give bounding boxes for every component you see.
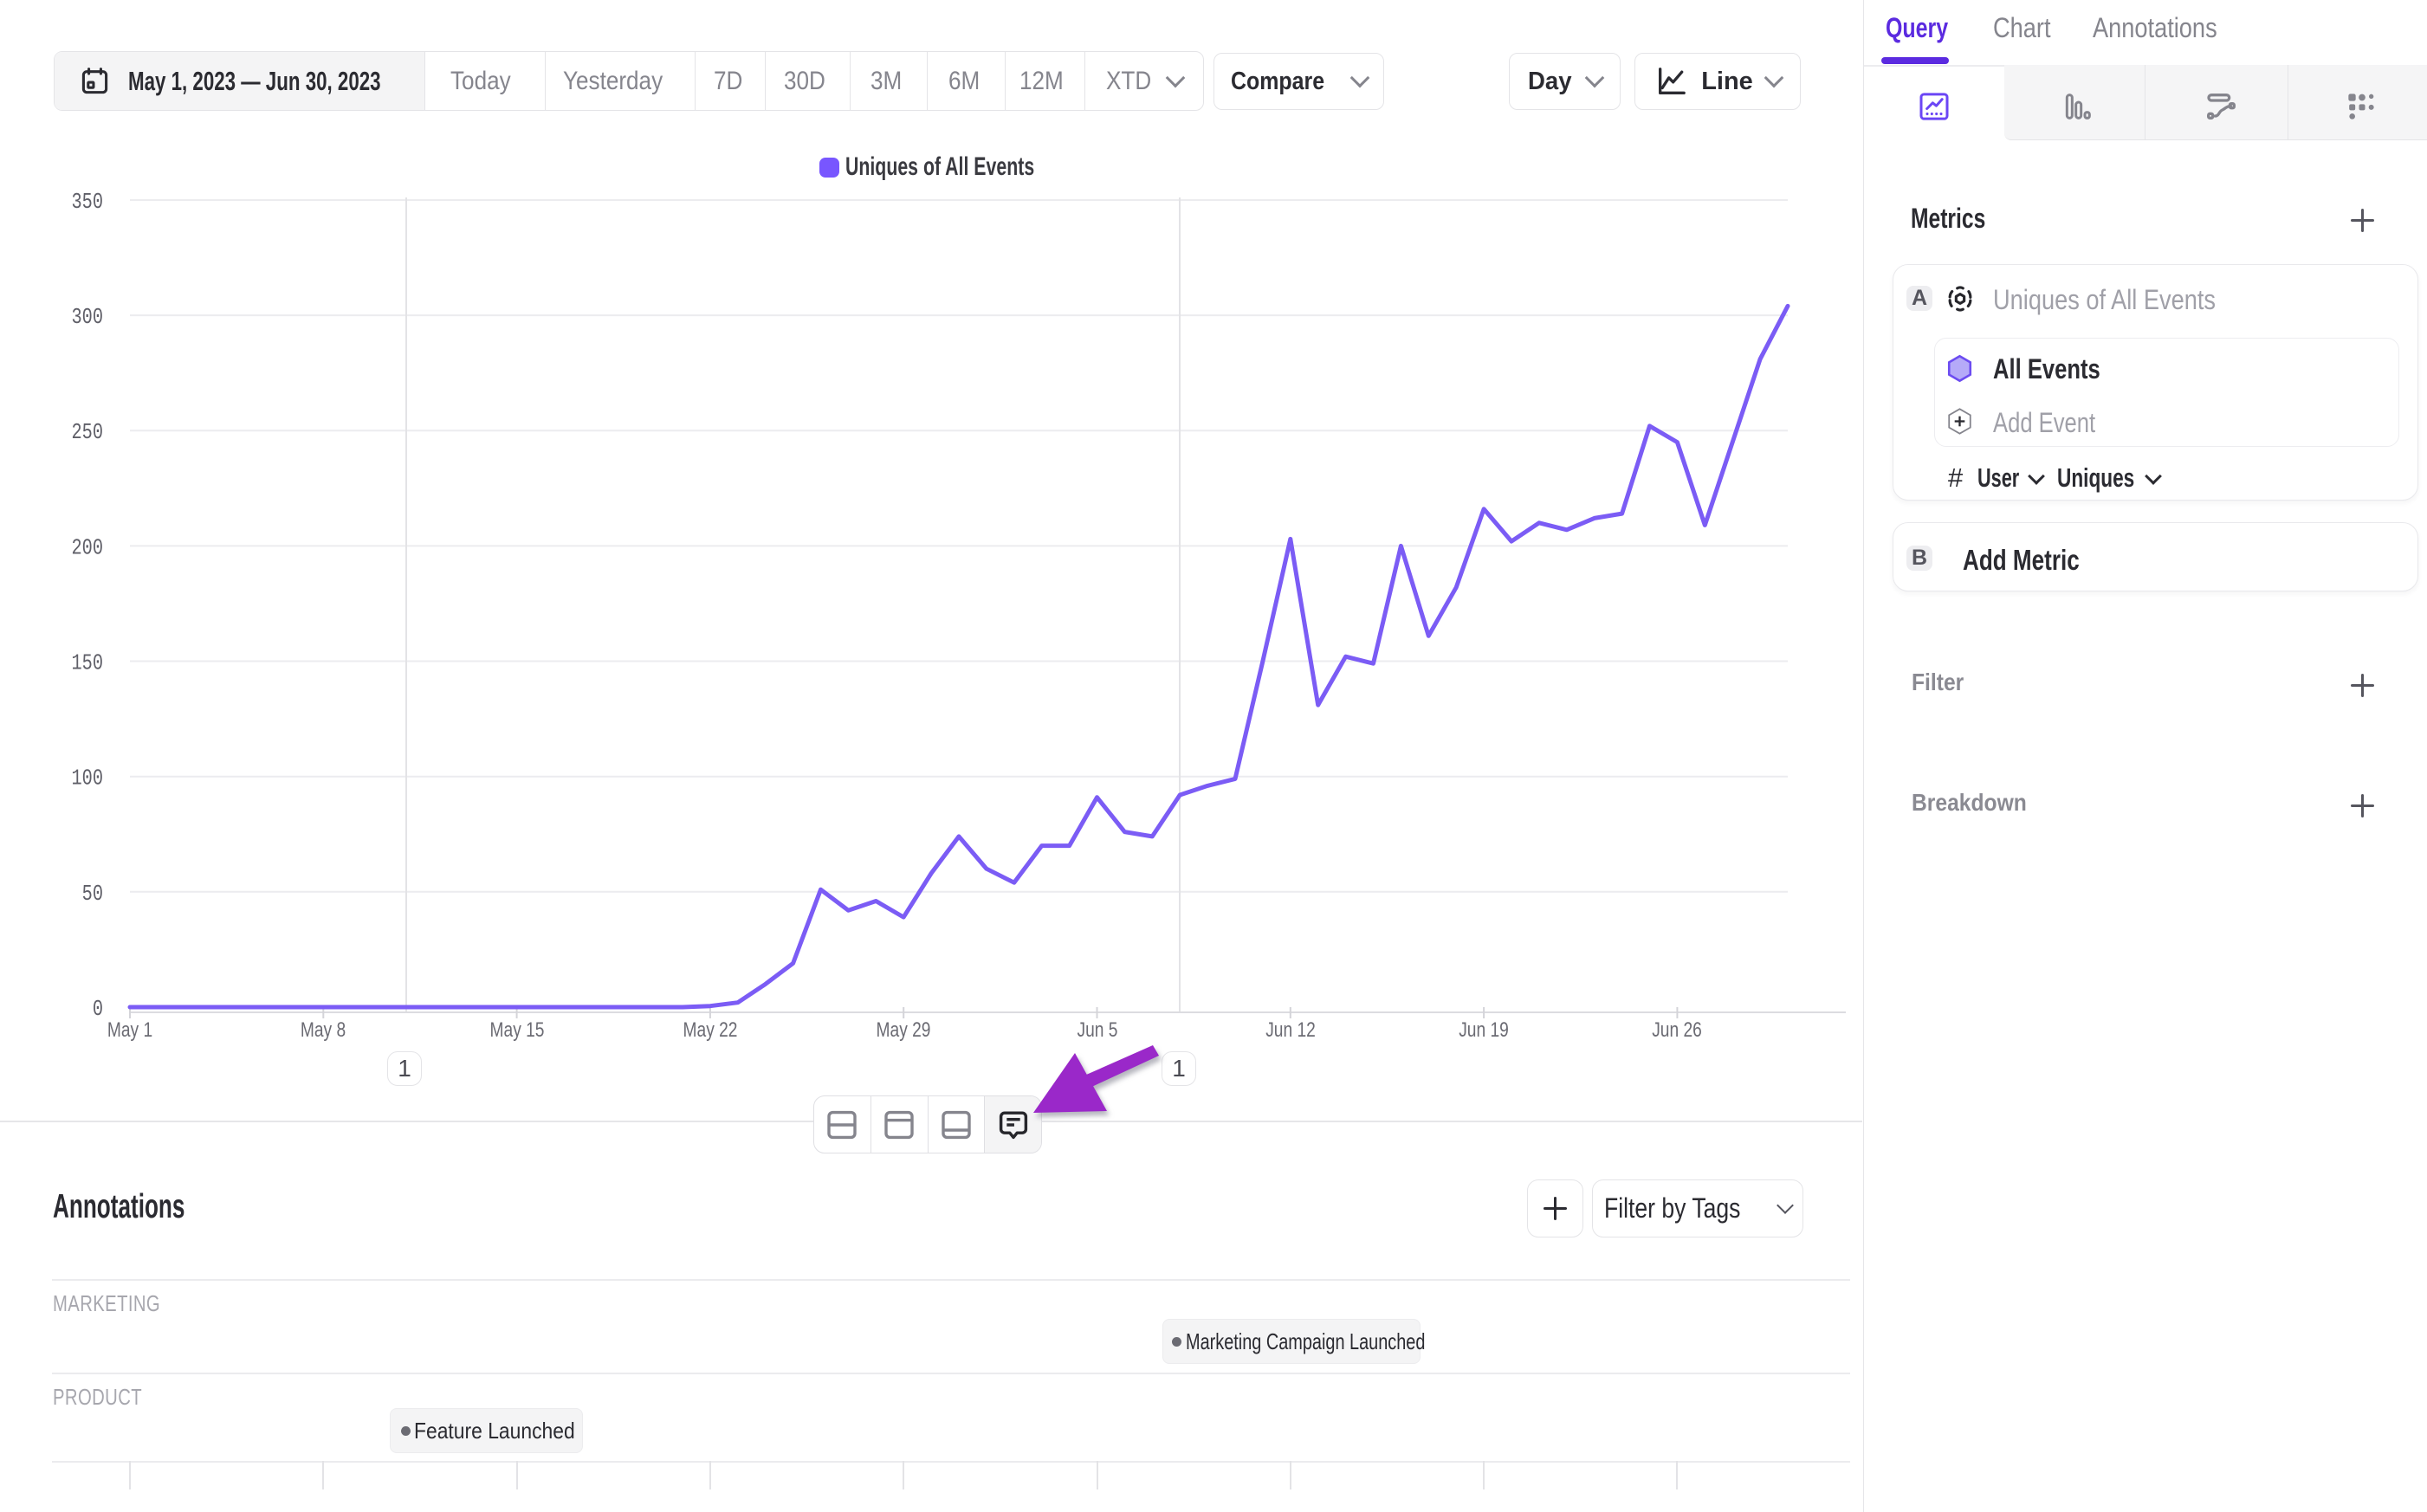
svg-text:May 8: May 8 — [301, 1018, 346, 1042]
svg-text:100: 100 — [72, 766, 103, 792]
svg-text:350: 350 — [72, 190, 103, 215]
svg-text:Jun 5: Jun 5 — [1078, 1018, 1118, 1042]
svg-text:Jun 26: Jun 26 — [1652, 1018, 1702, 1042]
svg-text:May 1: May 1 — [107, 1018, 152, 1042]
svg-text:May 22: May 22 — [683, 1018, 738, 1042]
svg-text:May 29: May 29 — [877, 1018, 931, 1042]
svg-text:300: 300 — [72, 305, 103, 330]
svg-text:200: 200 — [72, 535, 103, 560]
svg-text:Jun 12: Jun 12 — [1265, 1018, 1316, 1042]
svg-text:Jun 19: Jun 19 — [1459, 1018, 1509, 1042]
svg-text:150: 150 — [72, 650, 103, 675]
svg-text:50: 50 — [82, 882, 103, 907]
svg-text:250: 250 — [72, 420, 103, 445]
svg-text:May 15: May 15 — [490, 1018, 545, 1042]
svg-text:0: 0 — [93, 997, 103, 1022]
